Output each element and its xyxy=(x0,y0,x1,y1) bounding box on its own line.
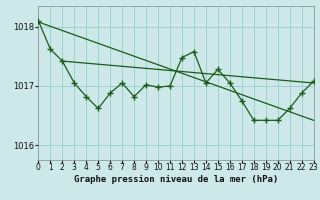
X-axis label: Graphe pression niveau de la mer (hPa): Graphe pression niveau de la mer (hPa) xyxy=(74,175,278,184)
